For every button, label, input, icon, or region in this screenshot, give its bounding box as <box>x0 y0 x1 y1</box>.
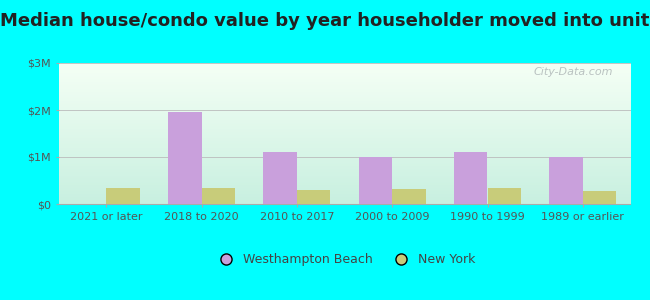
Bar <box>488 188 521 204</box>
Bar <box>454 152 488 204</box>
Bar <box>202 188 235 204</box>
Bar <box>297 190 330 204</box>
Bar <box>392 189 426 204</box>
Legend: Westhampton Beach, New York: Westhampton Beach, New York <box>209 248 480 271</box>
Bar <box>583 191 616 204</box>
Text: City-Data.com: City-Data.com <box>534 67 614 77</box>
Text: Median house/condo value by year householder moved into unit: Median house/condo value by year househo… <box>0 12 650 30</box>
Bar <box>359 157 392 204</box>
Bar <box>549 157 583 204</box>
Bar <box>106 188 140 204</box>
Bar <box>263 152 297 204</box>
Bar <box>168 112 202 204</box>
